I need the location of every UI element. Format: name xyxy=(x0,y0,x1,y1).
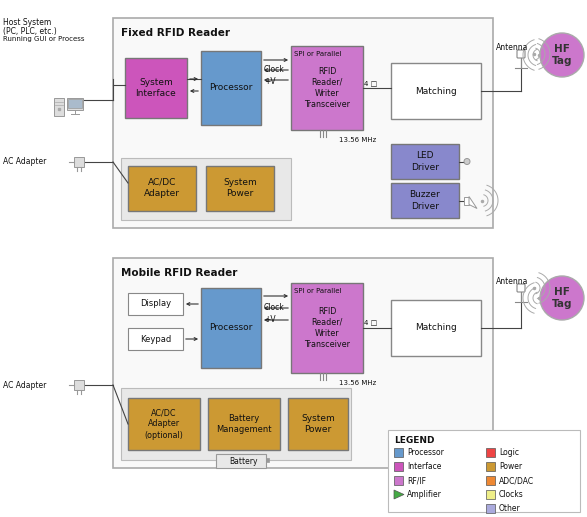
Polygon shape xyxy=(394,490,404,499)
Text: Mobile RFID Reader: Mobile RFID Reader xyxy=(121,268,237,278)
Text: (PC, PLC, etc.): (PC, PLC, etc.) xyxy=(3,27,57,36)
Text: Logic: Logic xyxy=(499,448,519,457)
Bar xyxy=(206,166,274,211)
Text: RFID
Reader/
Writer
Transceiver: RFID Reader/ Writer Transceiver xyxy=(304,307,350,349)
Bar xyxy=(121,158,291,220)
Bar xyxy=(266,458,269,462)
Text: Keypad: Keypad xyxy=(140,334,171,343)
Text: Clock: Clock xyxy=(264,65,285,73)
Text: 4 □: 4 □ xyxy=(365,319,377,325)
Text: System
Interface: System Interface xyxy=(136,78,176,98)
Text: Power: Power xyxy=(499,462,522,471)
Text: SPI or Parallel: SPI or Parallel xyxy=(294,51,342,57)
Bar xyxy=(388,430,580,512)
Text: Clock: Clock xyxy=(264,303,285,312)
Text: 13.56 MHz: 13.56 MHz xyxy=(339,137,376,143)
Bar xyxy=(394,448,403,457)
Bar xyxy=(288,398,348,450)
Text: LEGEND: LEGEND xyxy=(394,436,434,445)
Polygon shape xyxy=(469,196,477,208)
Bar xyxy=(291,283,363,373)
Text: Battery: Battery xyxy=(230,457,258,465)
Bar xyxy=(113,258,493,468)
Text: HF
Tag: HF Tag xyxy=(552,287,572,309)
Bar xyxy=(208,398,280,450)
Text: AC/DC
Adapter
(optional): AC/DC Adapter (optional) xyxy=(144,408,183,439)
Text: Host System: Host System xyxy=(3,18,51,27)
Text: Fixed RFID Reader: Fixed RFID Reader xyxy=(121,28,230,38)
Text: AC Adapter: AC Adapter xyxy=(3,158,46,166)
Text: Display: Display xyxy=(140,299,171,309)
Text: AC/DC
Adapter: AC/DC Adapter xyxy=(144,178,180,198)
Bar xyxy=(486,476,495,485)
Text: +V: +V xyxy=(264,77,276,85)
FancyBboxPatch shape xyxy=(517,284,525,292)
Text: Matching: Matching xyxy=(415,86,457,96)
Bar xyxy=(121,388,351,460)
Text: RFID
Reader/
Writer
Transceiver: RFID Reader/ Writer Transceiver xyxy=(304,67,350,109)
Bar xyxy=(486,504,495,513)
Text: ADC/DAC: ADC/DAC xyxy=(499,476,534,485)
Text: Antenna: Antenna xyxy=(496,43,528,53)
Bar xyxy=(391,183,459,218)
Bar xyxy=(128,293,183,315)
Bar xyxy=(113,18,493,228)
Text: Interface: Interface xyxy=(407,462,441,471)
Bar xyxy=(391,144,459,179)
Bar xyxy=(201,288,261,368)
Bar xyxy=(128,398,200,450)
Bar xyxy=(391,63,481,119)
Circle shape xyxy=(540,276,584,320)
Bar xyxy=(216,454,266,468)
Text: Other: Other xyxy=(499,504,521,513)
Circle shape xyxy=(464,159,470,164)
Text: HF
Tag: HF Tag xyxy=(552,44,572,66)
Bar xyxy=(486,448,495,457)
Bar xyxy=(128,166,196,211)
Text: +V: +V xyxy=(264,315,276,325)
Text: RF/IF: RF/IF xyxy=(407,476,426,485)
Bar xyxy=(464,196,469,205)
Text: Processor: Processor xyxy=(407,448,444,457)
FancyBboxPatch shape xyxy=(517,50,525,58)
Bar xyxy=(391,300,481,356)
Bar xyxy=(201,51,261,125)
Text: Battery
Management: Battery Management xyxy=(216,414,272,434)
Text: 4 □: 4 □ xyxy=(365,80,377,86)
Text: Antenna: Antenna xyxy=(496,278,528,286)
Bar xyxy=(291,46,363,130)
Text: 13.56 MHz: 13.56 MHz xyxy=(339,380,376,386)
Text: System
Power: System Power xyxy=(301,414,335,434)
Bar xyxy=(128,328,183,350)
Bar xyxy=(486,462,495,471)
Text: Matching: Matching xyxy=(415,324,457,332)
Bar xyxy=(394,462,403,471)
Text: Processor: Processor xyxy=(210,84,252,93)
Text: Amplifier: Amplifier xyxy=(407,490,442,499)
Text: Processor: Processor xyxy=(210,324,252,332)
Circle shape xyxy=(540,33,584,77)
Text: AC Adapter: AC Adapter xyxy=(3,381,46,389)
Text: System
Power: System Power xyxy=(223,178,257,198)
Text: SPI or Parallel: SPI or Parallel xyxy=(294,288,342,294)
Text: LED
Driver: LED Driver xyxy=(411,151,439,172)
Text: Clocks: Clocks xyxy=(499,490,524,499)
Bar xyxy=(125,58,187,118)
Bar xyxy=(74,380,84,390)
Bar xyxy=(486,490,495,499)
Bar xyxy=(74,157,84,167)
Bar xyxy=(394,476,403,485)
Text: Running GUI or Process: Running GUI or Process xyxy=(3,36,85,42)
Bar xyxy=(67,98,83,110)
Bar xyxy=(54,98,64,116)
Text: Buzzer
Driver: Buzzer Driver xyxy=(410,190,440,210)
Bar xyxy=(68,99,82,108)
